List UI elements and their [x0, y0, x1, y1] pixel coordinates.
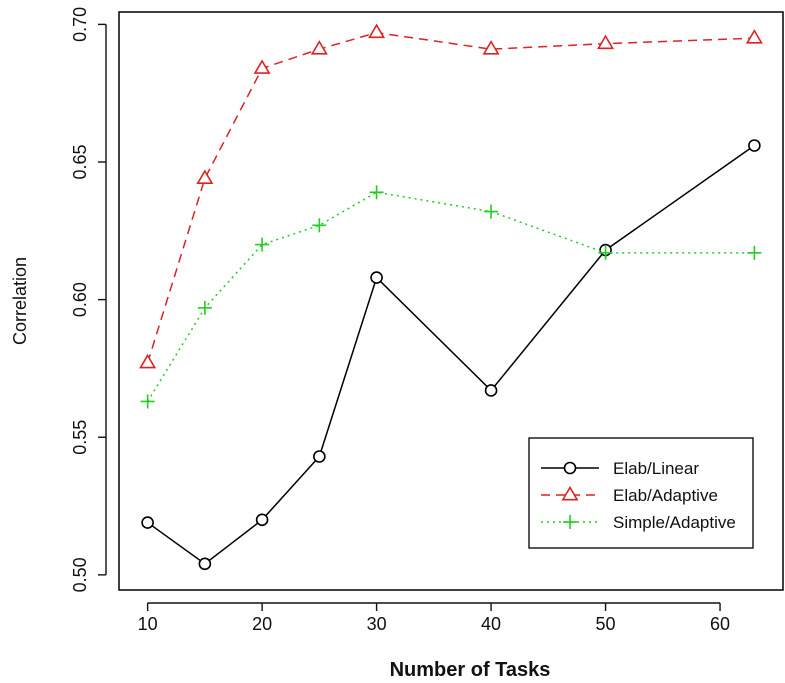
axes: 10 20 30 40 50 60 0.50 0.55 0.60 0.65 0.70: [70, 7, 730, 634]
plus-marker: [369, 185, 384, 200]
plus-marker: [563, 515, 577, 529]
triangle-marker: [196, 169, 214, 184]
series-line: [146, 31, 755, 364]
x-tick-label: 60: [710, 614, 730, 634]
triangle-marker: [310, 40, 328, 55]
series-layer: [139, 23, 763, 571]
triangle-marker: [253, 59, 271, 74]
circle-marker: [370, 271, 383, 284]
series-3: [140, 185, 762, 409]
series-2: [139, 23, 763, 369]
y-tick-label: 0.60: [70, 282, 90, 317]
circle-marker: [748, 139, 761, 152]
series-1: [141, 139, 761, 571]
y-axis-title: Correlation: [10, 257, 30, 345]
x-tick-label: 40: [481, 614, 501, 634]
triangle-marker: [561, 485, 579, 501]
legend-entry: Simple/Adaptive: [541, 513, 736, 532]
triangle-marker: [745, 29, 763, 44]
plot-frame: [118, 11, 784, 591]
plus-marker: [197, 300, 212, 315]
triangle-marker: [139, 353, 157, 369]
circle-marker: [141, 516, 154, 529]
plus-marker: [140, 394, 155, 409]
circle-marker: [484, 384, 498, 397]
legend: Elab/Linear Elab/Adaptive Simple/Adaptive: [528, 437, 754, 549]
x-tick-label: 20: [252, 614, 272, 634]
legend-label: Simple/Adaptive: [613, 513, 736, 532]
legend-label: Elab/Adaptive: [613, 486, 718, 505]
circle-marker: [198, 557, 212, 571]
plus-marker: [747, 245, 762, 260]
circle-marker: [255, 513, 269, 527]
series-line: [146, 191, 755, 402]
y-tick-label: 0.55: [70, 420, 90, 455]
triangle-marker: [482, 40, 500, 55]
plus-marker: [312, 218, 327, 233]
series-line: [147, 144, 755, 565]
x-tick-label: 10: [138, 614, 158, 634]
circle-marker: [563, 461, 577, 475]
plus-marker: [484, 204, 499, 219]
y-tick-label: 0.70: [70, 7, 90, 42]
x-tick-label: 50: [596, 614, 616, 634]
legend-entry: Elab/Adaptive: [541, 485, 718, 505]
circle-marker: [313, 450, 326, 463]
plus-marker: [598, 245, 613, 260]
triangle-marker: [597, 34, 615, 50]
triangle-marker: [368, 23, 386, 39]
x-axis-title: Number of Tasks: [390, 659, 551, 681]
y-tick-label: 0.65: [70, 144, 90, 179]
legend-entry: Elab/Linear: [541, 459, 699, 478]
y-tick-label: 0.50: [70, 557, 90, 592]
plus-marker: [255, 237, 270, 252]
legend-label: Elab/Linear: [613, 459, 699, 478]
x-tick-label: 30: [367, 614, 387, 634]
